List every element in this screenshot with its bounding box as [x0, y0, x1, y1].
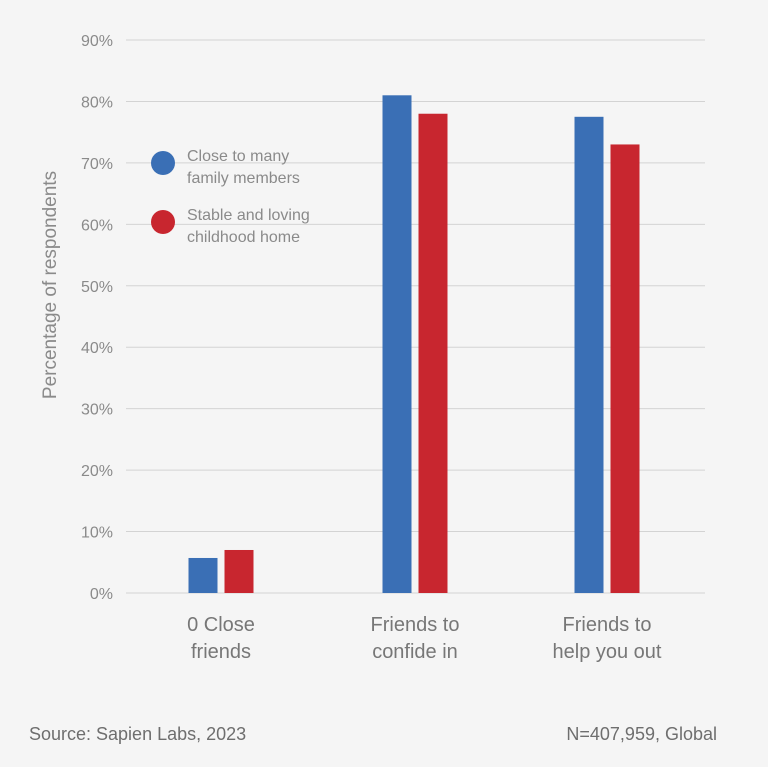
bar-childhood-0	[224, 549, 254, 593]
legend-swatch	[151, 151, 175, 175]
y-tick-label: 80%	[81, 94, 113, 111]
category-label: help you out	[553, 641, 662, 663]
y-axis-title: Percentage of respondents	[40, 171, 61, 399]
bar-childhood-2	[610, 144, 640, 593]
category-label: 0 Close	[187, 614, 255, 636]
bar-family-0	[188, 557, 218, 593]
source-note: Source: Sapien Labs, 2023	[29, 724, 246, 744]
category-label: Friends to	[563, 614, 652, 636]
category-label: Friends to	[371, 614, 460, 636]
y-tick-label: 70%	[81, 156, 113, 173]
legend-label: Stable and loving	[187, 207, 310, 224]
legend-label: Close to many	[187, 148, 289, 165]
bar-childhood-1	[418, 113, 448, 593]
grid-lines	[126, 39, 705, 594]
y-tick-label: 30%	[81, 402, 113, 419]
y-tick-label: 50%	[81, 279, 113, 296]
legend: Close to many family members Stable and lo…	[151, 148, 310, 246]
legend-label: childhood home	[187, 229, 300, 246]
y-tick-label: 10%	[81, 525, 113, 542]
category-label: confide in	[372, 641, 458, 663]
y-tick-label: 20%	[81, 463, 113, 480]
legend-label: family members	[187, 170, 300, 187]
x-axis-category-labels: 0 Close friends Friends to confide in Friend…	[187, 614, 662, 663]
y-tick-label: 60%	[81, 217, 113, 234]
category-label: friends	[191, 641, 251, 663]
bar-family-2	[574, 116, 604, 594]
legend-swatch	[151, 210, 175, 234]
y-tick-label: 90%	[81, 33, 113, 50]
sample-size-note: N=407,959, Global	[566, 724, 717, 744]
y-tick-label: 40%	[81, 340, 113, 357]
bar-family-1	[382, 95, 412, 594]
y-axis-ticks: 0% 10% 20% 30% 40% 50% 60% 70% 80% 90%	[81, 33, 113, 603]
bars	[188, 95, 640, 594]
y-tick-label: 0%	[90, 586, 113, 603]
